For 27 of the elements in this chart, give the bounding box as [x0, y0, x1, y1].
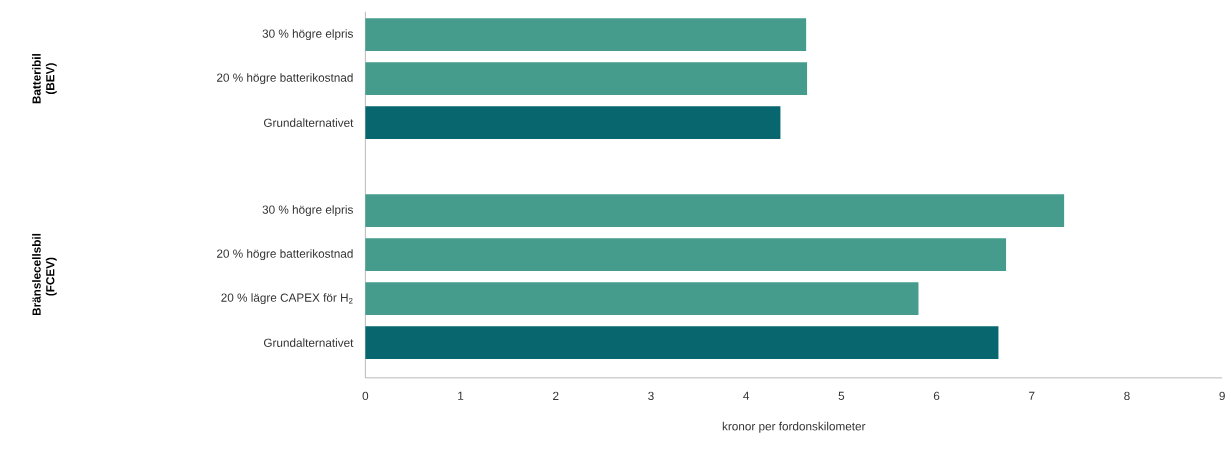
y-tick-label: Grundalternativet: [263, 338, 354, 347]
x-tick-label: 0: [362, 391, 369, 400]
bar: [365, 18, 807, 51]
x-tick-label: 3: [648, 391, 654, 400]
bar: [365, 106, 781, 139]
x-tick-label: 8: [1124, 391, 1130, 400]
y-tick-label: 20 % högre batterikostnad: [217, 249, 353, 260]
x-tick-label: 7: [1029, 391, 1035, 400]
bar: [365, 194, 1065, 227]
x-tick-label: 4: [743, 391, 750, 400]
x-tick-label: 2: [553, 391, 559, 400]
x-tick-label: 9: [1219, 391, 1225, 400]
bar: [365, 238, 1007, 271]
x-axis-title: kronor per fordonskilometer: [722, 421, 866, 433]
bar: [365, 326, 999, 359]
y-tick-label: 30 % högre elpris: [262, 205, 353, 216]
bar: [365, 282, 919, 315]
x-tick-label: 5: [838, 391, 845, 400]
bar: [365, 62, 808, 95]
text: Batteribil (BEV): [32, 53, 57, 104]
y-tick-label: 20 % lägre CAPEX för H$_{2}$: [221, 293, 353, 304]
text: Bränslecellsbil (FCEV): [32, 233, 57, 315]
x-tick-label: 1: [458, 391, 464, 400]
y-tick-label: 30 % högre elpris: [262, 29, 353, 40]
y-tick-label: Grundalternativet: [263, 118, 354, 127]
x-tick-label: 6: [933, 391, 940, 400]
y-tick-label: 20 % högre batterikostnad: [217, 73, 353, 84]
